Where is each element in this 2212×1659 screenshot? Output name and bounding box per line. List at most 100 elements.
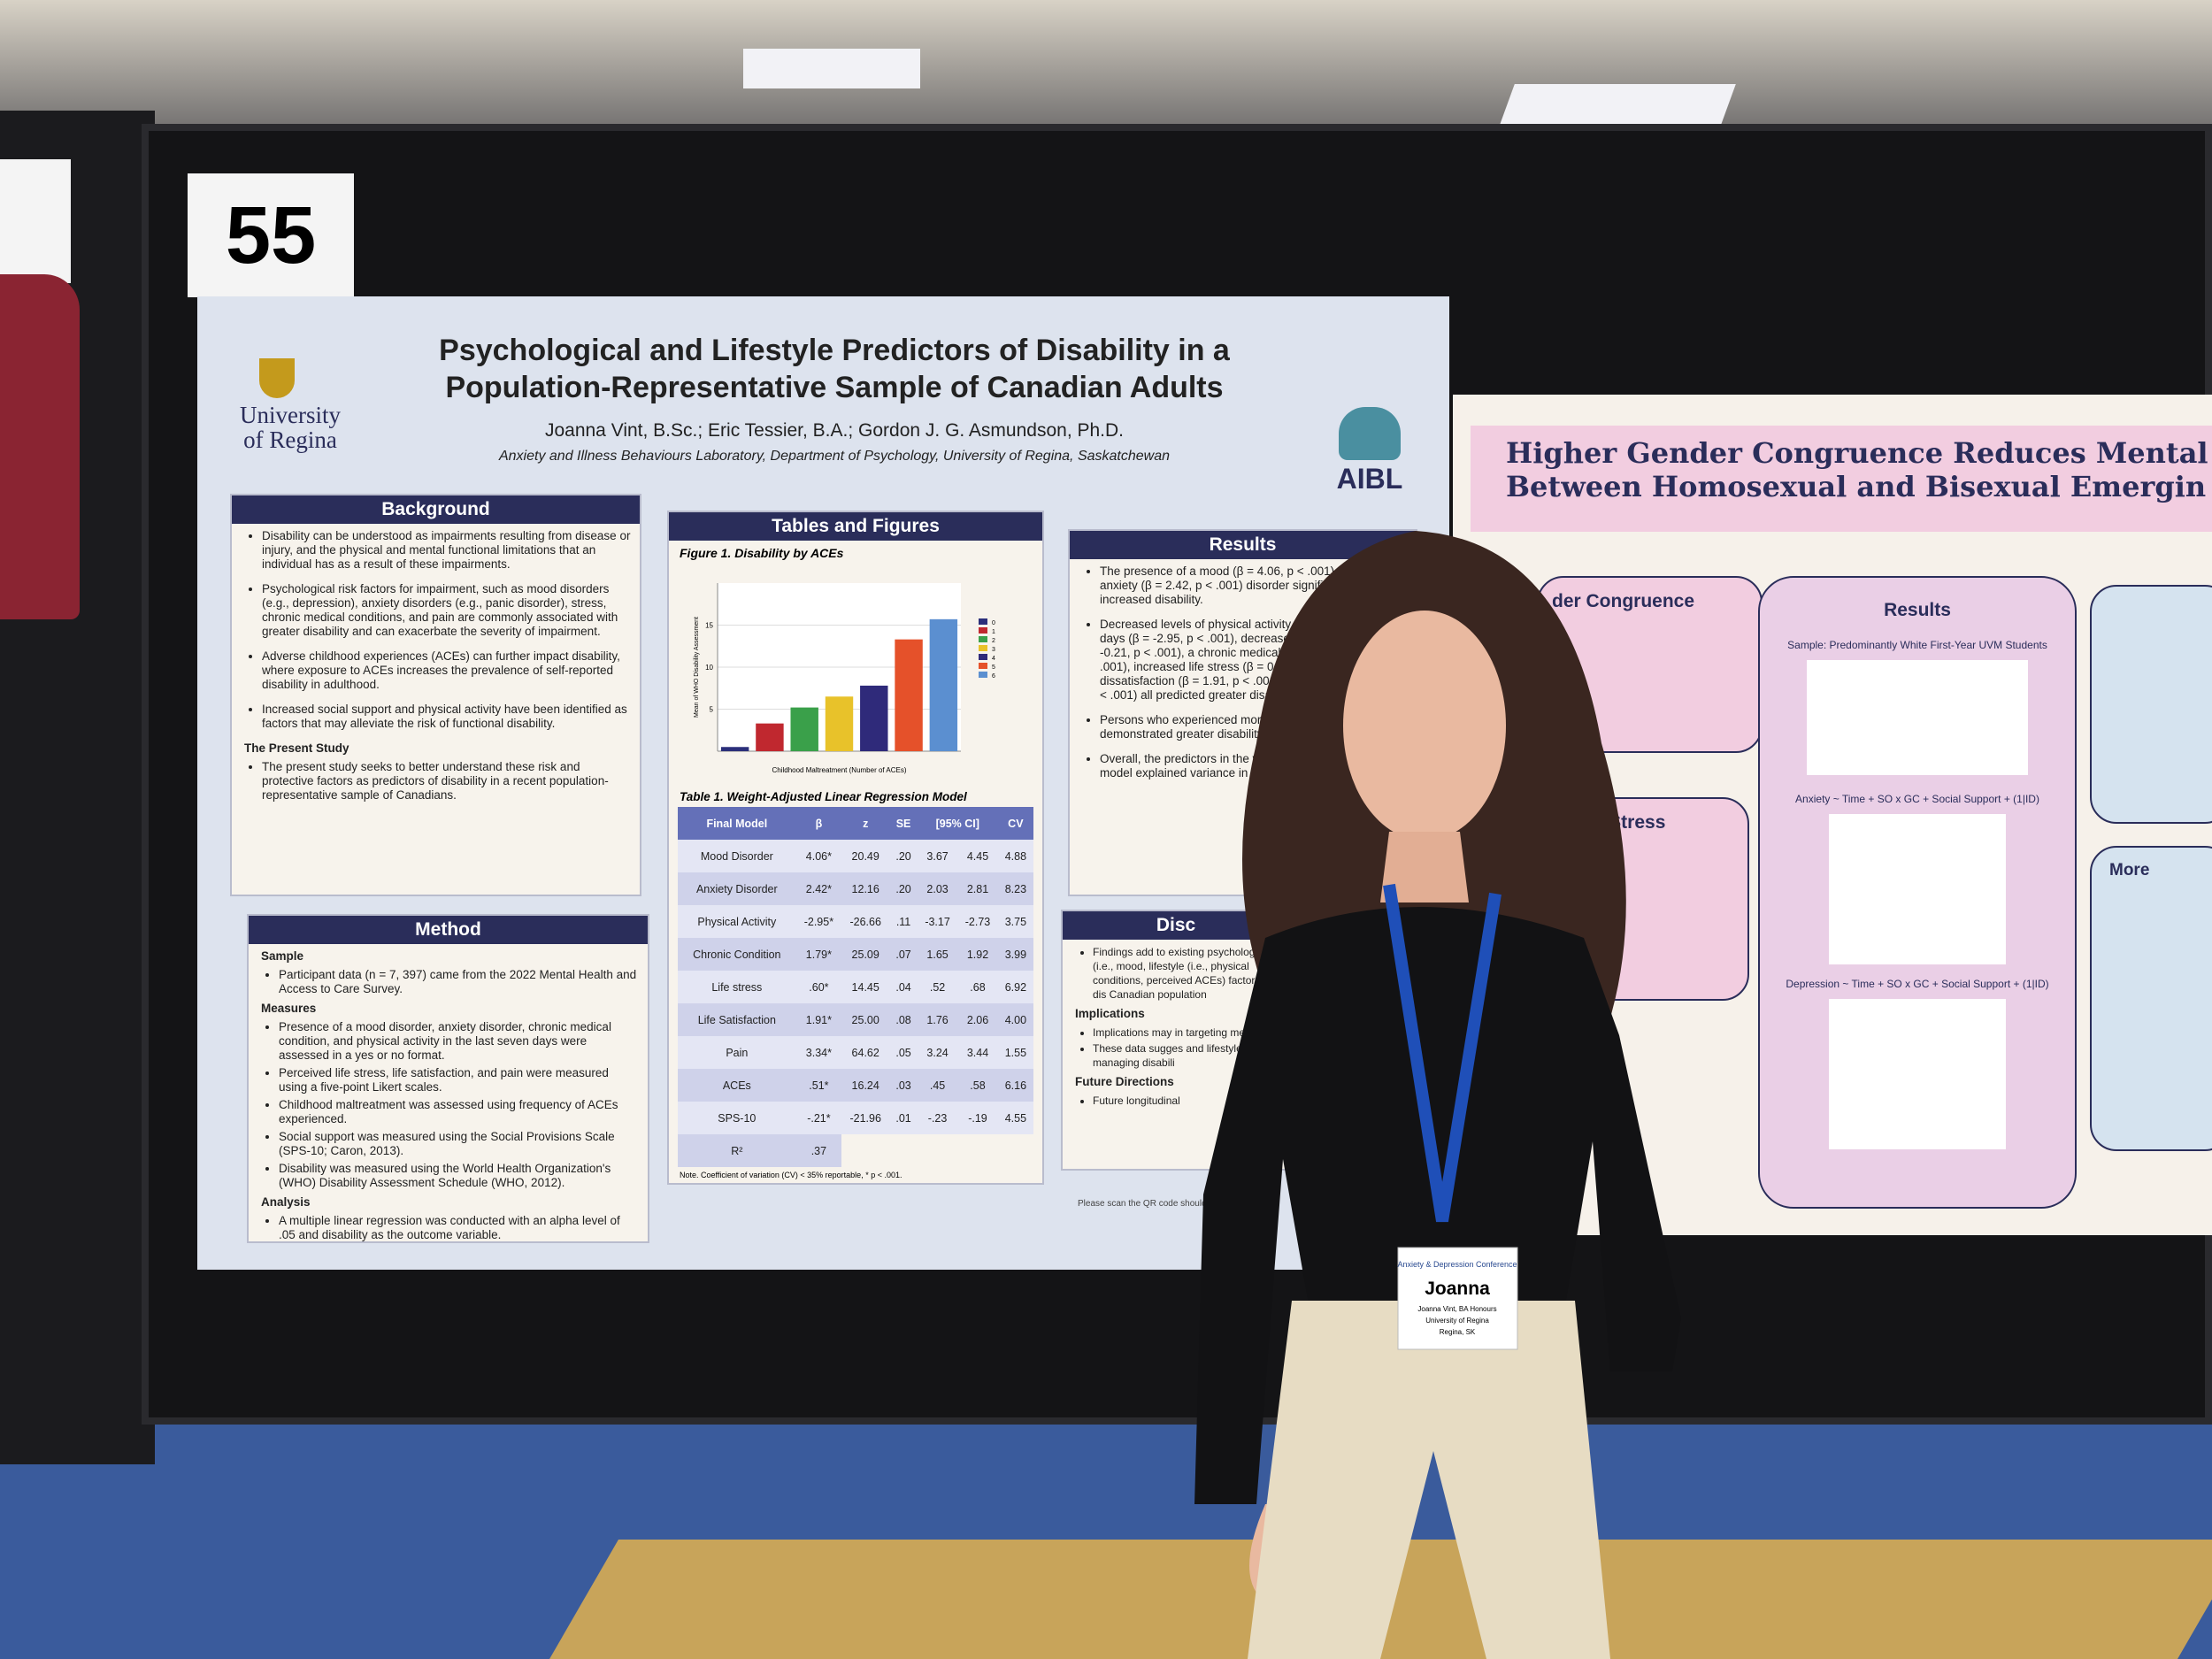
y-axis-label: Mean of WHO Disability Assessment: [694, 617, 700, 718]
table-cell: 3.34*: [795, 1036, 842, 1069]
bullet: Increased social support and physical ac…: [262, 703, 631, 731]
table-row: Physical Activity -2.95* -26.66.11 -3.17 -2.…: [678, 905, 1033, 938]
table-wrap: Final Model β z SE [95% CI] CV Mood Disorder 4.…: [678, 807, 1033, 1167]
table-cell: -2.95*: [795, 905, 842, 938]
table-cell: 2.06: [957, 1003, 998, 1036]
bullet: Implications may in targeting mental he: [1093, 1025, 1280, 1040]
table-row: SPS-10 -.21* -21.96.01 -.23 -.19 4.55: [678, 1102, 1033, 1134]
subheading: Measures: [261, 1002, 317, 1015]
bullet-list: Future longitudinal: [1080, 1094, 1280, 1108]
table-cell: 4.55: [997, 1102, 1033, 1134]
bullet: Childhood maltreatment was assessed usin…: [279, 1098, 639, 1126]
title-line: Higher Gender Congruence Reduces Mental …: [1506, 436, 2212, 470]
regression-table: Final Model β z SE [95% CI] CV Mood Disorder 4.…: [678, 807, 1033, 1167]
badge: [1397, 1247, 1518, 1350]
table-cell: Anxiety Disorder: [678, 872, 796, 905]
table-note: Note. Coefficient of variation (CV) < 35…: [680, 1171, 902, 1179]
bullet-list: A multiple linear regression was conduct…: [266, 1214, 639, 1242]
table-row: Pain 3.34* 64.62.05 3.24 3.44 1.55: [678, 1036, 1033, 1069]
table-cell: -26.66: [841, 905, 890, 938]
table-cell: 1.79*: [795, 938, 842, 971]
table-row: Anxiety Disorder 2.42* 12.16.20 2.03 2.81 8.2…: [678, 872, 1033, 905]
table-cell: 1.92: [957, 938, 998, 971]
legend-swatch: [979, 636, 987, 642]
poster-title: Psychological and Lifestyle Predictors o…: [439, 334, 1230, 404]
section-heading: Method: [249, 916, 648, 944]
table-cell: Pain: [678, 1036, 796, 1069]
table-cell: .20: [889, 840, 918, 872]
bar-chart: 5 10 15 0 1 2 3 4 5 6 Childhood Maltreatment (Numb…: [694, 583, 995, 774]
anxiety-model: Anxiety ~ Time + SO x GC + Social Suppor…: [1795, 793, 2039, 805]
poster: University of Regina Psychological and L…: [197, 296, 1449, 1270]
table-cell: 3.75: [997, 905, 1033, 938]
table-cell: 1.76: [917, 1003, 958, 1036]
panel-title: Results: [1884, 600, 1951, 620]
panel: More: [2090, 846, 2212, 1151]
affiliation: Anxiety and Illness Behaviours Laborator…: [498, 449, 1170, 464]
table-cell: 64.62: [841, 1036, 890, 1069]
table-cell: .01: [889, 1102, 918, 1134]
table-cell: 6.92: [997, 971, 1033, 1003]
authors: Joanna Vint, B.Sc.; Eric Tessier, B.A.; …: [544, 420, 1125, 441]
table-cell: Life stress: [678, 971, 796, 1003]
table-cell: .08: [889, 1003, 918, 1036]
bullet: Psychological risk factors for impairmen…: [262, 582, 631, 639]
panel: [2090, 585, 2212, 824]
legend-label: 3: [992, 647, 995, 653]
legend-swatch: [979, 645, 987, 651]
table-cell: 4.06*: [795, 840, 842, 872]
bullet: These data sugges and lifestyle factors …: [1093, 1041, 1280, 1070]
bullet-list: The present study seeks to better unders…: [250, 760, 631, 803]
table-cell: .03: [889, 1069, 918, 1102]
section-heading: Background: [232, 495, 640, 524]
university-logo: University of Regina: [240, 402, 341, 453]
table-cell: 20.49: [841, 840, 890, 872]
table-row: Mood Disorder 4.06* 20.49.20 3.67 4.45 4.88: [678, 840, 1033, 872]
table-cell: 1.65: [917, 938, 958, 971]
table-cell: 12.16: [841, 872, 890, 905]
table-cell: Life Satisfaction: [678, 1003, 796, 1036]
subheading: The Present Study: [244, 741, 349, 755]
bullet: Future longitudinal: [1093, 1094, 1280, 1108]
legend-label: 4: [992, 656, 995, 662]
table-row: R² .37: [678, 1134, 1033, 1167]
legend-swatch: [979, 618, 987, 625]
table-cell: 2.42*: [795, 872, 842, 905]
table-cell: 4.88: [997, 840, 1033, 872]
legend-label: 1: [992, 629, 995, 635]
badge-line: University of Regina: [1425, 1317, 1489, 1325]
pants: [1248, 1301, 1610, 1659]
table-cell: Physical Activity: [678, 905, 796, 938]
table-cell: 4.00: [997, 1003, 1033, 1036]
lanyard: [1383, 883, 1502, 1223]
table-cell: -3.17: [917, 905, 958, 938]
results-panel-right: Results Sample: Predominantly White Firs…: [1758, 576, 2077, 1209]
badge-name: Joanna: [1425, 1279, 1490, 1299]
bullet-list: Implications may in targeting mental heT…: [1080, 1025, 1280, 1070]
legend-swatch: [979, 627, 987, 634]
table-cell: .04: [889, 971, 918, 1003]
bullet: Disability was measured using the World …: [279, 1162, 639, 1190]
table-cell: 2.03: [917, 872, 958, 905]
tables-panel: Tables and Figures Figure 1. Disability …: [667, 511, 1044, 1185]
header-cell: β: [795, 807, 842, 840]
table-cell: Mood Disorder: [678, 840, 796, 872]
table-cell: -.19: [957, 1102, 998, 1134]
legend-label: 2: [992, 638, 995, 644]
bullet-list: Participant data (n = 7, 397) came from …: [266, 968, 639, 996]
subheading: Implications: [1075, 1007, 1145, 1020]
table-cell: -2.73: [957, 905, 998, 938]
bar: [756, 723, 784, 751]
table-cell: .51*: [795, 1069, 842, 1102]
title-line: Between Homosexual and Bisexual Emergin: [1506, 470, 2207, 503]
table-cell: 6.16: [997, 1069, 1033, 1102]
bar: [895, 639, 923, 751]
qr-note: Please scan the QR code should you have …: [1078, 1199, 1279, 1209]
anxiety-plot: [1829, 814, 2006, 964]
table-cell: .11: [889, 905, 918, 938]
table-row: Chronic Condition 1.79* 25.09.07 1.65 1.92 3.…: [678, 938, 1033, 971]
header-cell: CV: [997, 807, 1033, 840]
subheading: Analysis: [261, 1195, 311, 1209]
subheading: Future Directions: [1075, 1075, 1174, 1088]
table-cell: 3.24: [917, 1036, 958, 1069]
